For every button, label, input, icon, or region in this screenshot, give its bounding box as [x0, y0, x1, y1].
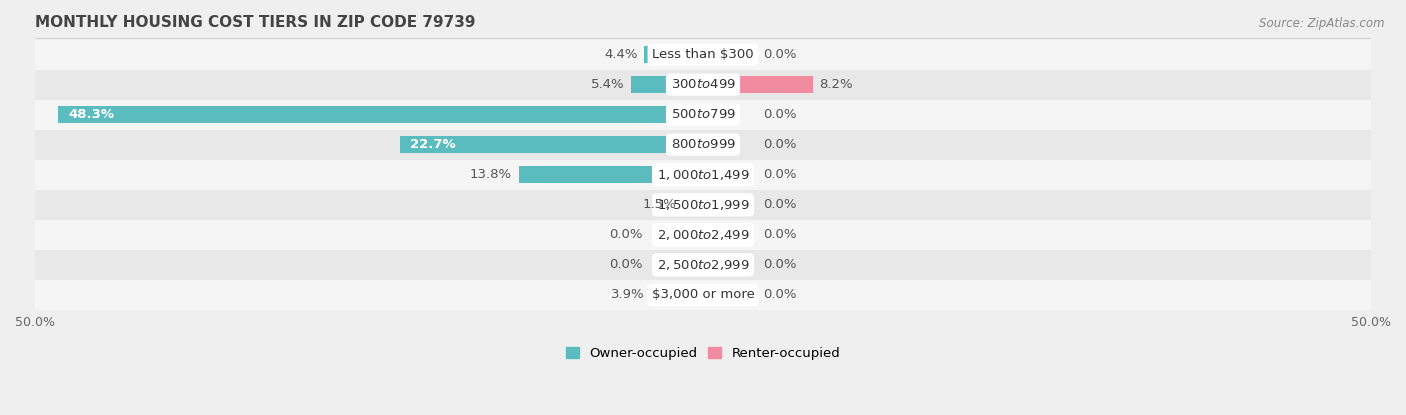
Text: Source: ZipAtlas.com: Source: ZipAtlas.com — [1260, 17, 1385, 29]
Text: $3,000 or more: $3,000 or more — [651, 288, 755, 301]
Bar — [58, 106, 703, 123]
Text: 5.4%: 5.4% — [591, 78, 624, 91]
Text: $500 to $799: $500 to $799 — [671, 108, 735, 121]
Text: $1,000 to $1,499: $1,000 to $1,499 — [657, 168, 749, 182]
Text: $800 to $999: $800 to $999 — [671, 138, 735, 151]
Text: 0.0%: 0.0% — [763, 288, 797, 301]
Text: 0.0%: 0.0% — [609, 228, 643, 241]
Bar — [35, 160, 1371, 190]
Text: MONTHLY HOUSING COST TIERS IN ZIP CODE 79739: MONTHLY HOUSING COST TIERS IN ZIP CODE 7… — [35, 15, 475, 30]
Bar — [519, 166, 703, 183]
Text: 0.0%: 0.0% — [763, 108, 797, 121]
Text: 0.0%: 0.0% — [763, 259, 797, 271]
Text: 0.0%: 0.0% — [763, 48, 797, 61]
Bar — [35, 220, 1371, 250]
Bar — [35, 130, 1371, 160]
Text: $2,000 to $2,499: $2,000 to $2,499 — [657, 228, 749, 242]
Text: 22.7%: 22.7% — [411, 138, 456, 151]
Text: $2,500 to $2,999: $2,500 to $2,999 — [657, 258, 749, 272]
Text: 4.4%: 4.4% — [605, 48, 637, 61]
Text: 0.0%: 0.0% — [763, 138, 797, 151]
Text: 0.0%: 0.0% — [763, 168, 797, 181]
Bar — [35, 250, 1371, 280]
Bar — [35, 280, 1371, 310]
Text: $1,500 to $1,999: $1,500 to $1,999 — [657, 198, 749, 212]
Bar — [35, 39, 1371, 70]
Bar — [651, 286, 703, 304]
Text: 48.3%: 48.3% — [69, 108, 114, 121]
Text: Less than $300: Less than $300 — [652, 48, 754, 61]
Text: $300 to $499: $300 to $499 — [671, 78, 735, 91]
Bar — [35, 100, 1371, 130]
Bar — [683, 196, 703, 213]
Bar — [35, 190, 1371, 220]
Bar — [703, 76, 813, 93]
Text: 0.0%: 0.0% — [763, 228, 797, 241]
Text: 13.8%: 13.8% — [470, 168, 512, 181]
Bar — [399, 136, 703, 154]
Legend: Owner-occupied, Renter-occupied: Owner-occupied, Renter-occupied — [560, 342, 846, 365]
Text: 0.0%: 0.0% — [609, 259, 643, 271]
Bar — [35, 70, 1371, 100]
Text: 0.0%: 0.0% — [763, 198, 797, 211]
Bar — [644, 46, 703, 63]
Text: 1.5%: 1.5% — [643, 198, 676, 211]
Text: 8.2%: 8.2% — [820, 78, 853, 91]
Bar — [631, 76, 703, 93]
Text: 3.9%: 3.9% — [610, 288, 644, 301]
